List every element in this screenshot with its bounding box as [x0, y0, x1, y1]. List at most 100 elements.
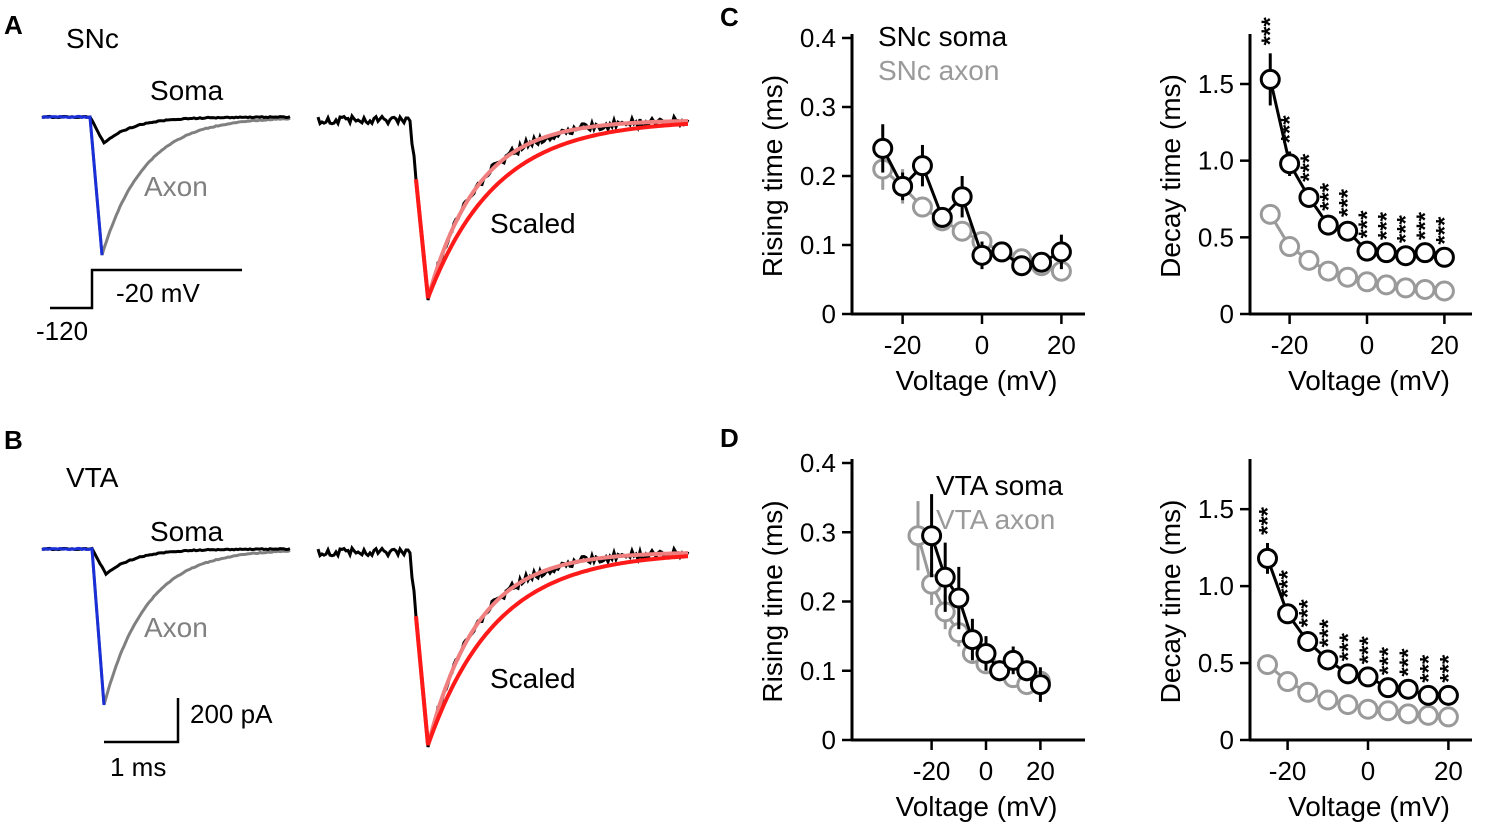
data-point: [1298, 249, 1320, 271]
series-snc-soma: [872, 124, 1072, 277]
chart-vta-rising-time: 0 0.1 0.2 0.3 0.4 -20 0 20 Voltage (mV) Rising ti…: [757, 448, 1085, 822]
significance-marker: ***: [1315, 619, 1342, 648]
data-point: [1417, 704, 1439, 726]
axon-label: Axon: [144, 171, 208, 202]
data-point: [1357, 698, 1379, 720]
data-point: [1433, 246, 1455, 268]
significance-marker: ***: [1355, 636, 1382, 665]
data-point: [1277, 603, 1299, 625]
y-tick-label: 0.2: [800, 587, 836, 617]
scale-bar: [104, 698, 180, 744]
data-point: [951, 220, 973, 242]
data-point: [1279, 236, 1301, 258]
scaled-soma-trace: [316, 544, 690, 748]
significance-marker: ***: [1257, 17, 1284, 46]
series-snc-axon: [1259, 203, 1455, 302]
x-tick-label: -20: [1269, 756, 1307, 786]
step-hold-label: -120: [36, 316, 88, 346]
y-axis-label: Decay time (ms): [1155, 500, 1186, 704]
significance-marker: ***: [1255, 506, 1282, 535]
x-axis-label: Voltage (mV): [1288, 365, 1450, 396]
legend-entry: SNc soma: [878, 21, 1008, 52]
data-point: [1259, 68, 1281, 90]
data-point: [951, 186, 973, 208]
y-tick-label: 1.5: [1198, 69, 1234, 99]
scaled-label: Scaled: [490, 208, 576, 239]
y-tick-label: 0: [1220, 299, 1234, 329]
data-point: [1029, 674, 1051, 696]
significance-marker: ***: [1393, 214, 1420, 243]
region-label-snc: SNc: [66, 23, 119, 54]
data-point: [1357, 666, 1379, 688]
series-vta-soma: [1257, 543, 1459, 706]
y-tick-label: 0: [822, 725, 836, 755]
significance-marker: ***: [1412, 211, 1439, 240]
significance-marker: ***: [1275, 569, 1302, 598]
data-point: [1257, 547, 1278, 569]
data-point: [1356, 240, 1378, 262]
x-tick-label: 20: [1434, 756, 1463, 786]
x-tick-label: -20: [1271, 330, 1309, 360]
step-test-label: -20 mV: [116, 278, 200, 308]
panel-b: VTA Soma Axon Scaled 200 pA 1 ms: [41, 462, 690, 782]
data-point: [1031, 251, 1053, 273]
y-tick-label: 0.1: [800, 230, 836, 260]
series-snc-soma: [1259, 53, 1455, 268]
soma-fit-curve: [414, 554, 689, 746]
y-tick-label: 0: [822, 299, 836, 329]
data-point: [1259, 203, 1281, 225]
voltage-step-protocol: [50, 268, 242, 310]
significance-marker: ***: [1277, 115, 1304, 144]
significance-marker: ***: [1335, 188, 1362, 217]
data-point: [1437, 706, 1459, 728]
data-point: [1395, 245, 1417, 267]
data-point: [1433, 280, 1455, 302]
y-tick-label: 0.4: [800, 23, 836, 53]
data-point: [961, 629, 983, 651]
region-label-vta: VTA: [66, 462, 119, 493]
data-point: [1317, 689, 1339, 711]
data-point: [911, 155, 933, 177]
panel-letter-d: D: [720, 423, 739, 453]
data-point: [1414, 278, 1436, 300]
data-point: [1297, 631, 1319, 653]
data-point: [1377, 700, 1399, 722]
panel-letter-a: A: [4, 10, 23, 40]
data-point: [991, 241, 1013, 263]
legend-entry: VTA axon: [936, 504, 1055, 535]
y-axis-label: Rising time (ms): [757, 500, 788, 702]
data-point: [1356, 271, 1378, 293]
data-point: [1011, 255, 1033, 277]
x-tick-label: -20: [884, 330, 922, 360]
soma-label: Soma: [150, 75, 224, 106]
x-tick-label: 20: [1430, 330, 1459, 360]
significance-marker: ***: [1375, 646, 1402, 675]
y-tick-label: 0.3: [800, 517, 836, 547]
scaled-label: Scaled: [490, 663, 576, 694]
data-point: [911, 196, 933, 218]
data-point: [1337, 663, 1359, 685]
data-point: [1277, 671, 1299, 693]
data-point: [975, 642, 997, 664]
data-point: [934, 566, 956, 588]
y-axis-label: Decay time (ms): [1155, 74, 1186, 278]
data-point: [1395, 277, 1417, 299]
significance-marker: ***: [1315, 182, 1342, 211]
data-point: [1297, 681, 1319, 703]
soma-fit-curve: [414, 121, 689, 299]
significance-marker: ***: [1373, 211, 1400, 240]
series-line: [881, 147, 1063, 268]
significance-marker: ***: [1354, 210, 1381, 239]
series-vta-axon: [1257, 654, 1459, 728]
scaled-traces-vta: [316, 544, 690, 748]
x-tick-label: 0: [1360, 330, 1374, 360]
data-point: [1317, 649, 1339, 671]
data-point: [872, 137, 894, 159]
scale-time-label: 1 ms: [110, 752, 166, 782]
chart-snc-decay-time: 0 0.5 1.0 1.5 -20 0 20 Voltage (mV) Decay time (…: [1155, 17, 1472, 396]
data-point: [989, 660, 1011, 682]
data-point: [1279, 153, 1301, 175]
y-tick-label: 0.3: [800, 92, 836, 122]
data-point: [1337, 694, 1359, 716]
